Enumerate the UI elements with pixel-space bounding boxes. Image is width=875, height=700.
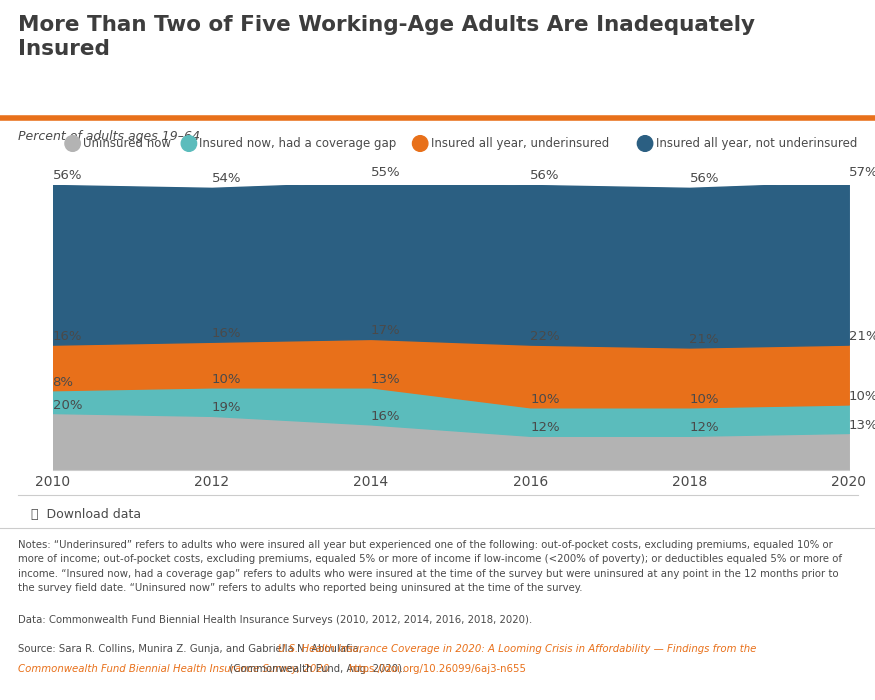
- Text: Data: Commonwealth Fund Biennial Health Insurance Surveys (2010, 2012, 2014, 201: Data: Commonwealth Fund Biennial Health …: [18, 615, 532, 625]
- Text: (Commonwealth Fund, Aug. 2020).: (Commonwealth Fund, Aug. 2020).: [226, 664, 409, 673]
- Text: Percent of adults ages 19–64: Percent of adults ages 19–64: [18, 130, 200, 143]
- Text: More Than Two of Five Working-Age Adults Are Inadequately
Insured: More Than Two of Five Working-Age Adults…: [18, 15, 754, 60]
- Text: 55%: 55%: [371, 167, 401, 179]
- Text: 54%: 54%: [212, 172, 242, 185]
- Text: 12%: 12%: [690, 421, 719, 435]
- Text: 22%: 22%: [530, 330, 560, 343]
- Text: Insured now, had a coverage gap: Insured now, had a coverage gap: [200, 137, 396, 150]
- Text: Insured all year, not underinsured: Insured all year, not underinsured: [655, 137, 857, 150]
- Text: 21%: 21%: [849, 330, 875, 343]
- Text: 57%: 57%: [849, 167, 875, 179]
- Text: 21%: 21%: [690, 333, 719, 346]
- Text: 16%: 16%: [371, 410, 401, 423]
- Text: 19%: 19%: [212, 401, 242, 414]
- Text: 17%: 17%: [371, 325, 401, 337]
- Text: 56%: 56%: [52, 169, 82, 182]
- Text: 20%: 20%: [52, 398, 82, 412]
- Text: 12%: 12%: [530, 421, 560, 435]
- Text: 8%: 8%: [52, 376, 74, 389]
- Text: 10%: 10%: [690, 393, 719, 406]
- Text: U.S. Health Insurance Coverage in 2020: A Looming Crisis in Affordability — Find: U.S. Health Insurance Coverage in 2020: …: [278, 644, 756, 654]
- Text: 13%: 13%: [849, 419, 875, 431]
- Text: 16%: 16%: [212, 328, 242, 340]
- Text: 56%: 56%: [690, 172, 719, 185]
- Text: Commonwealth Fund Biennial Health Insurance Survey, 2020: Commonwealth Fund Biennial Health Insura…: [18, 664, 329, 673]
- Text: 10%: 10%: [849, 390, 875, 403]
- Text: 10%: 10%: [530, 393, 560, 406]
- Text: 10%: 10%: [212, 373, 242, 386]
- Text: 56%: 56%: [530, 169, 560, 182]
- Text: ⤓  Download data: ⤓ Download data: [31, 508, 141, 521]
- Text: 16%: 16%: [52, 330, 82, 343]
- Text: Uninsured now: Uninsured now: [83, 137, 172, 150]
- Text: https://doi.org/10.26099/6aj3-n655: https://doi.org/10.26099/6aj3-n655: [348, 664, 527, 673]
- Text: Notes: “Underinsured” refers to adults who were insured all year but experienced: Notes: “Underinsured” refers to adults w…: [18, 540, 842, 593]
- Text: Insured all year, underinsured: Insured all year, underinsured: [430, 137, 609, 150]
- Text: Source: Sara R. Collins, Munira Z. Gunja, and Gabriella N. Aboulafia,: Source: Sara R. Collins, Munira Z. Gunja…: [18, 644, 365, 654]
- Text: 13%: 13%: [371, 373, 401, 386]
